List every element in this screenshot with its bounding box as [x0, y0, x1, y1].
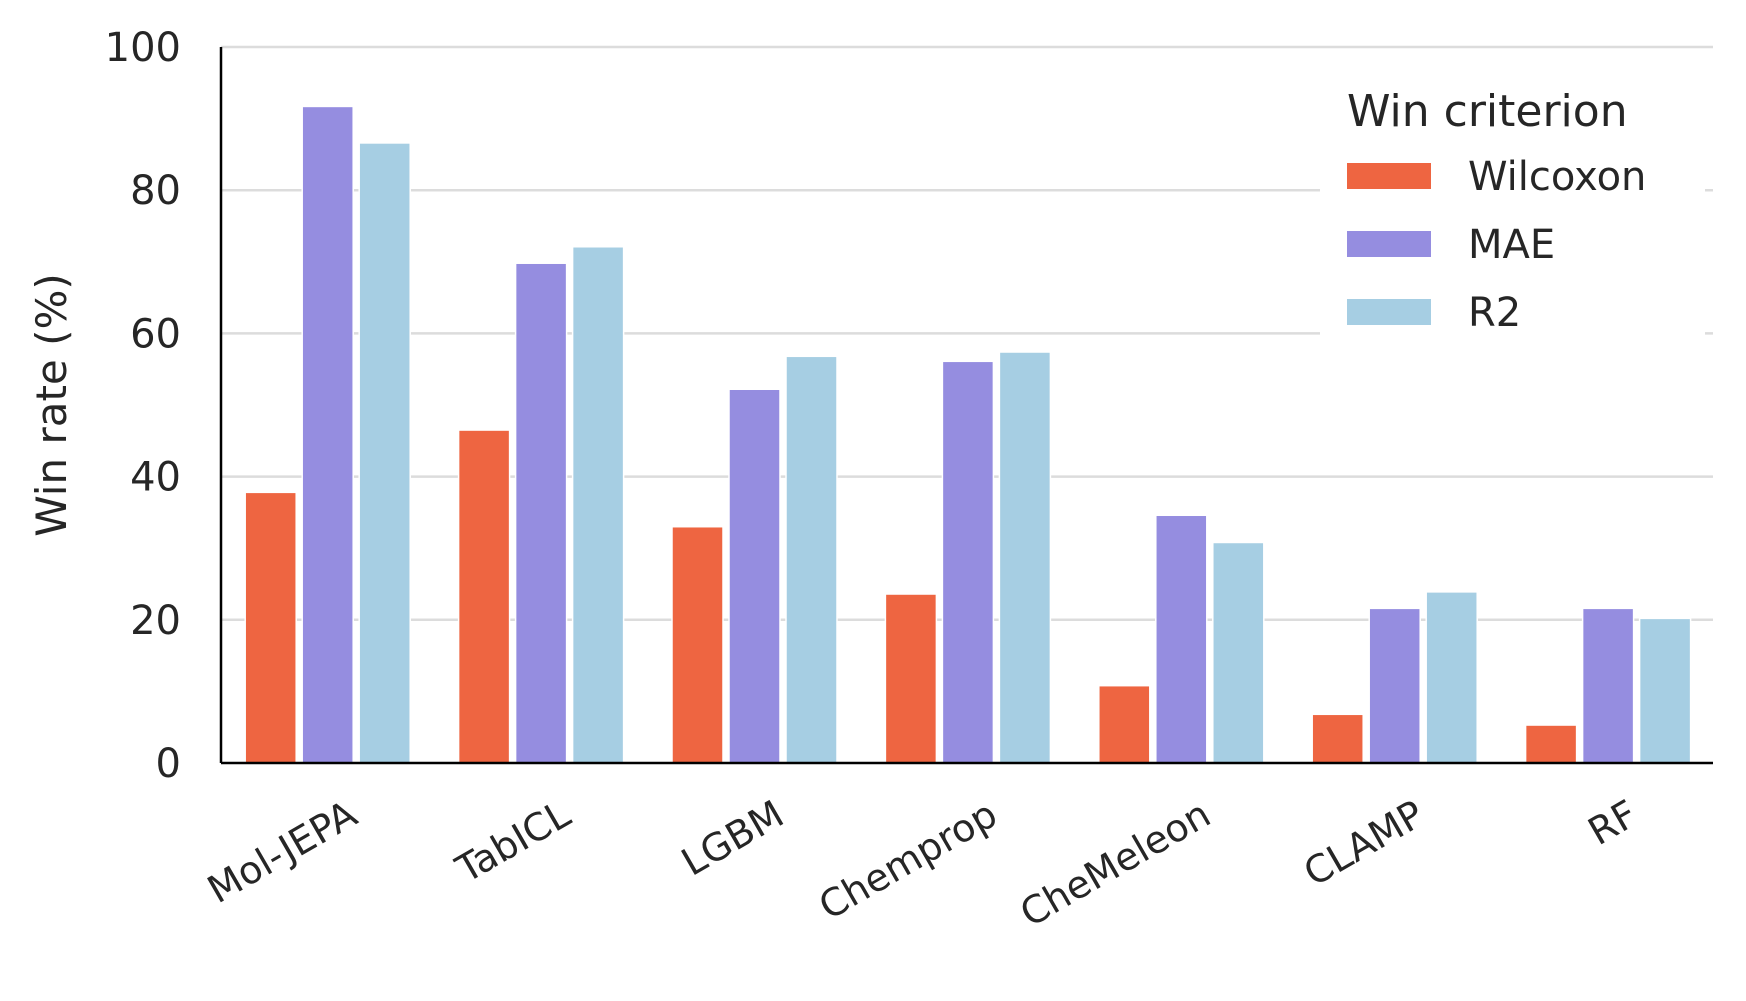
x-tick-label: CLAMP	[1296, 792, 1431, 895]
legend: Win criterion Wilcoxon MAE R2	[1320, 72, 1705, 350]
bars	[244, 105, 1692, 764]
legend-label-r2: R2	[1468, 290, 1521, 336]
x-tick-label: RF	[1581, 792, 1645, 854]
legend-label-wilcoxon: Wilcoxon	[1468, 154, 1646, 200]
bar-r2-mol-jepa	[358, 142, 411, 764]
y-axis-label: Win rate (%)	[27, 273, 76, 537]
x-tick-label: Chemprop	[812, 792, 1005, 929]
bar-wilcoxon-tabicl	[457, 429, 511, 764]
y-tick-labels: 0 20 40 60 80 100	[105, 25, 181, 787]
bar-r2-clamp	[1425, 591, 1478, 764]
bar-mae-tabicl	[514, 262, 568, 764]
y-tick-label: 80	[130, 168, 181, 214]
bar-mae-clamp	[1368, 607, 1421, 764]
y-tick-label: 40	[130, 455, 181, 501]
bar-mae-chemeleon	[1155, 514, 1208, 764]
bar-mae-chemprop	[941, 360, 995, 764]
x-tick-label: LGBM	[674, 792, 791, 885]
bar-wilcoxon-chemeleon	[1098, 684, 1151, 764]
y-tick-label: 20	[130, 598, 181, 644]
legend-swatch-mae	[1347, 231, 1431, 257]
x-tick-label: TabICL	[448, 792, 578, 892]
y-tick-label: 100	[105, 25, 181, 71]
bar-r2-chemprop	[998, 351, 1052, 764]
bar-wilcoxon-mol-jepa	[244, 491, 297, 764]
y-tick-label: 0	[156, 741, 181, 787]
legend-items: Wilcoxon MAE R2	[1347, 154, 1646, 336]
bar-mae-mol-jepa	[301, 105, 354, 764]
x-tick-labels: Mol-JEPA TabICL LGBM Chemprop CheMeleon CLAMP…	[200, 792, 1645, 936]
legend-title: Win criterion	[1347, 86, 1628, 137]
bar-r2-rf	[1638, 617, 1692, 764]
x-tick-label: CheMeleon	[1013, 792, 1218, 936]
bar-r2-tabicl	[571, 246, 625, 764]
bar-r2-chemeleon	[1212, 541, 1265, 764]
y-tick-label: 60	[130, 311, 181, 357]
bar-r2-lgbm	[785, 355, 838, 764]
bar-wilcoxon-chemprop	[884, 593, 938, 764]
bar-mae-rf	[1581, 607, 1635, 764]
x-tick-label: Mol-JEPA	[200, 792, 364, 912]
legend-swatch-r2	[1347, 299, 1431, 325]
axes	[219, 47, 1713, 765]
bar-wilcoxon-clamp	[1311, 713, 1364, 764]
legend-swatch-wilcoxon	[1347, 163, 1431, 189]
bar-wilcoxon-lgbm	[671, 525, 724, 764]
legend-label-mae: MAE	[1468, 222, 1555, 268]
bar-mae-lgbm	[728, 388, 781, 764]
bar-wilcoxon-rf	[1524, 724, 1578, 764]
